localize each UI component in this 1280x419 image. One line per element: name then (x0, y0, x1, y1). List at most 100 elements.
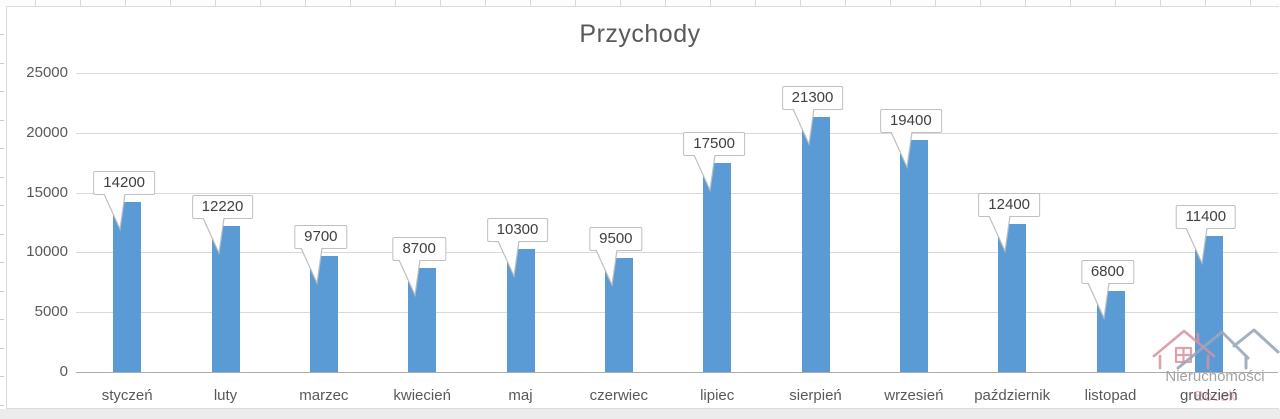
gridline (76, 73, 1278, 74)
x-axis-label-kwiecień: kwiecień (393, 387, 451, 404)
spreadsheet-column-line (935, 0, 936, 6)
data-label-sierpień: 21300 (781, 86, 844, 111)
x-axis-label-czerwiec: czerwiec (589, 387, 648, 404)
data-label-callout-tail (1086, 282, 1110, 320)
data-label-callout-tail (398, 259, 421, 297)
x-axis-label-styczeń: styczeń (101, 387, 153, 404)
x-axis-label-listopad: listopad (1084, 387, 1137, 404)
bar-wrzesień (899, 139, 928, 372)
spreadsheet-row-tick (0, 34, 4, 35)
x-axis-label-sierpień: sierpień (789, 387, 842, 404)
spreadsheet-row-tick (0, 405, 4, 406)
spreadsheet-column-line (350, 0, 351, 6)
bar-styczeń (113, 202, 142, 372)
data-label-callout-tail (890, 131, 913, 169)
gridline (76, 192, 1278, 194)
y-axis-tick-label: 15000 (26, 183, 68, 201)
spreadsheet-row-tick (0, 63, 4, 64)
data-label-callout-tail (1185, 227, 1208, 265)
spreadsheet-column-line (80, 0, 81, 6)
data-label-callout-tail (791, 109, 815, 147)
watermark-logo: Nieruchomości Bocek (1150, 326, 1280, 419)
spreadsheet-column-line (485, 0, 486, 6)
spreadsheet-column-line (1205, 0, 1206, 6)
spreadsheet-column-line (755, 0, 756, 6)
spreadsheet-row-tick (0, 205, 4, 206)
data-label-callout-tail (595, 250, 618, 288)
spreadsheet-row-tick (0, 319, 4, 320)
spreadsheet-column-line (575, 0, 576, 6)
gridline (76, 132, 1278, 134)
gridline (76, 252, 1278, 254)
spreadsheet-column-line (845, 0, 846, 6)
spreadsheet-row-tick (0, 348, 4, 349)
data-label-callout-tail (201, 217, 225, 255)
data-label-czerwiec: 9500 (589, 227, 643, 252)
spreadsheet-column-line (440, 0, 441, 6)
data-label-styczeń: 14200 (93, 171, 156, 196)
spreadsheet-top-gridline-strip (0, 0, 1280, 7)
x-axis-label-maj: maj (508, 387, 533, 404)
spreadsheet-column-line (980, 0, 981, 6)
data-label-lipiec: 17500 (683, 131, 746, 156)
twin-house-roofs-icon (1152, 328, 1280, 370)
spreadsheet-column-line (125, 0, 126, 6)
spreadsheet-row-tick (0, 177, 4, 178)
data-label-kwiecień: 8700 (392, 236, 446, 261)
bar-luty (211, 225, 240, 372)
data-label-callout-tail (300, 247, 323, 285)
x-axis-label-październik: październik (974, 387, 1051, 404)
spreadsheet-row-tick (0, 120, 4, 121)
spreadsheet-row-tick (0, 262, 4, 263)
spreadsheet-column-line (305, 0, 306, 6)
spreadsheet-column-line (890, 0, 891, 6)
spreadsheet-column-line (395, 0, 396, 6)
watermark-brand-text: Nieruchomości (1165, 368, 1265, 385)
data-label-callout-tail (693, 154, 716, 192)
chart-title: Przychody (579, 20, 701, 48)
data-label-callout-tail (988, 215, 1011, 253)
bar-październik (998, 223, 1027, 372)
x-axis-label-lipiec: lipiec (700, 387, 735, 404)
spreadsheet-column-line (1160, 0, 1161, 6)
spreadsheet-bottom-band (0, 409, 1280, 419)
data-label-callout-tail (103, 194, 126, 232)
spreadsheet-row-tick (0, 291, 4, 292)
y-axis-tick-label: 5000 (34, 303, 68, 321)
data-label-wrzesień: 19400 (879, 108, 942, 133)
spreadsheet-column-line (1250, 0, 1251, 6)
spreadsheet-column-line (35, 0, 36, 6)
bar-lipiec (703, 162, 732, 372)
spreadsheet-column-line (170, 0, 171, 6)
x-axis-label-wrzesień: wrzesień (884, 387, 944, 404)
x-axis-label-grudzień: grudzień (1180, 387, 1238, 404)
spreadsheet-column-line (530, 0, 531, 6)
spreadsheet-column-line (1115, 0, 1116, 6)
y-axis-tick-label: 0 (59, 363, 68, 380)
spreadsheet-row-tick (0, 148, 4, 149)
data-label-luty: 12220 (191, 194, 254, 219)
spreadsheet-column-line (620, 0, 621, 6)
data-label-październik: 12400 (978, 192, 1041, 217)
spreadsheet-row-tick (0, 91, 4, 92)
data-label-marzec: 9700 (294, 224, 348, 249)
spreadsheet-row-tick (0, 376, 4, 377)
y-axis-tick-label: 20000 (26, 123, 68, 141)
watermark-overlay-text: Bocek (1194, 388, 1236, 405)
spreadsheet-column-line (710, 0, 711, 6)
x-axis-label-marzec: marzec (299, 387, 349, 404)
data-label-callout-tail (496, 240, 520, 278)
bar-sierpień (801, 117, 830, 372)
spreadsheet-row-tick (0, 234, 4, 235)
x-axis-label-luty: luty (213, 387, 238, 404)
spreadsheet-column-line (665, 0, 666, 6)
data-label-maj: 10300 (486, 217, 549, 242)
spreadsheet-column-line (1070, 0, 1071, 6)
spreadsheet-column-line (800, 0, 801, 6)
spreadsheet-column-line (260, 0, 261, 6)
gridline (76, 312, 1278, 314)
x-axis-line (76, 372, 1278, 373)
y-axis-tick-label: 10000 (26, 243, 68, 261)
y-axis-tick-label: 25000 (26, 64, 68, 81)
spreadsheet-column-line (215, 0, 216, 6)
